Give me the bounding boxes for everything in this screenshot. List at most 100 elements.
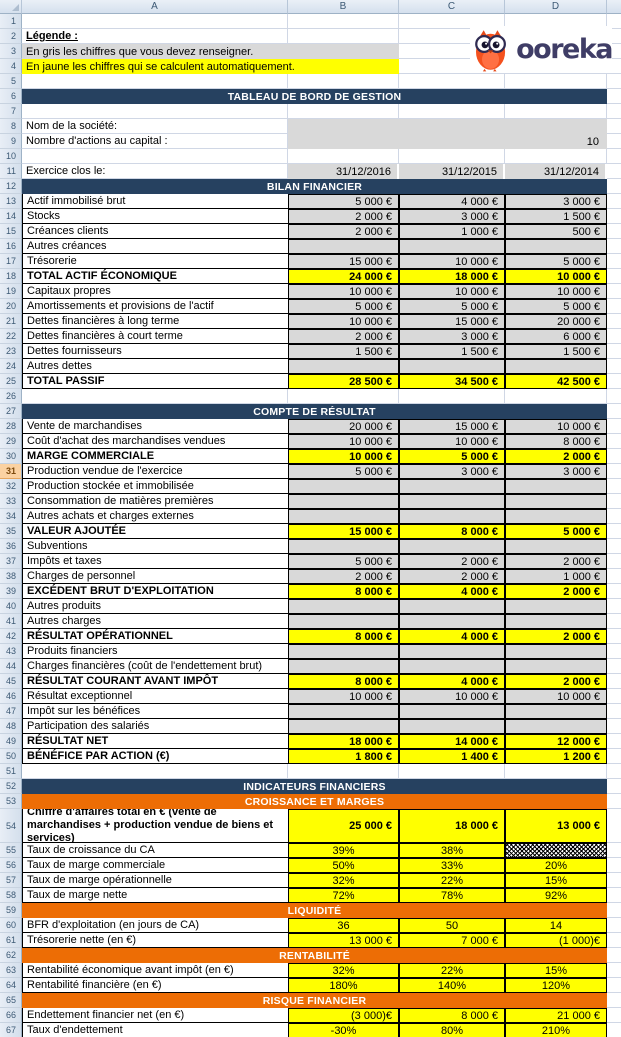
- cell-B63[interactable]: 32%: [288, 963, 399, 978]
- row-header-23[interactable]: 23: [0, 344, 22, 359]
- cell-D36[interactable]: [505, 539, 607, 554]
- cell-D51[interactable]: [505, 764, 607, 779]
- row-header-9[interactable]: 9: [0, 134, 22, 149]
- cell-D16[interactable]: [505, 239, 607, 254]
- cell-D34[interactable]: [505, 509, 607, 524]
- cell-B22[interactable]: 2 000 €: [288, 329, 399, 344]
- cell-D29[interactable]: 8 000 €: [505, 434, 607, 449]
- cell-C40[interactable]: [399, 599, 505, 614]
- cell-C58[interactable]: 78%: [399, 888, 505, 903]
- cell-D20[interactable]: 5 000 €: [505, 299, 607, 314]
- cell-A49[interactable]: RÉSULTAT NET: [22, 734, 288, 749]
- row-header-61[interactable]: 61: [0, 933, 22, 948]
- cell-A58[interactable]: Taux de marge nette: [22, 888, 288, 903]
- cell-D55[interactable]: [505, 843, 607, 858]
- row-header-26[interactable]: 26: [0, 389, 22, 404]
- cell-C45[interactable]: 4 000 €: [399, 674, 505, 689]
- cell-B23[interactable]: 1 500 €: [288, 344, 399, 359]
- cell-B31[interactable]: 5 000 €: [288, 464, 399, 479]
- cell-D44[interactable]: [505, 659, 607, 674]
- cell-D32[interactable]: [505, 479, 607, 494]
- cell-C22[interactable]: 3 000 €: [399, 329, 505, 344]
- select-all-corner[interactable]: [0, 0, 22, 14]
- cell-C1[interactable]: [399, 14, 505, 29]
- row-header-3[interactable]: 3: [0, 44, 22, 59]
- cell-D56[interactable]: 20%: [505, 858, 607, 873]
- cell-D30[interactable]: 2 000 €: [505, 449, 607, 464]
- cell-D45[interactable]: 2 000 €: [505, 674, 607, 689]
- cell-D57[interactable]: 15%: [505, 873, 607, 888]
- row-header-12[interactable]: 12: [0, 179, 22, 194]
- row-header-56[interactable]: 56: [0, 858, 22, 873]
- cell-B19[interactable]: 10 000 €: [288, 284, 399, 299]
- cell-A51[interactable]: [22, 764, 288, 779]
- cell-C23[interactable]: 1 500 €: [399, 344, 505, 359]
- cell-C29[interactable]: 10 000 €: [399, 434, 505, 449]
- row-header-59[interactable]: 59: [0, 903, 22, 918]
- row-header-36[interactable]: 36: [0, 539, 22, 554]
- cell-B50[interactable]: 1 800 €: [288, 749, 399, 764]
- cell-A2[interactable]: Légende :: [22, 29, 288, 44]
- cell-C28[interactable]: 15 000 €: [399, 419, 505, 434]
- cell-A45[interactable]: RÉSULTAT COURANT AVANT IMPÔT: [22, 674, 288, 689]
- row-header-11[interactable]: 11: [0, 164, 22, 179]
- cell-D31[interactable]: 3 000 €: [505, 464, 607, 479]
- row-header-1[interactable]: 1: [0, 14, 22, 29]
- cell-D47[interactable]: [505, 704, 607, 719]
- row-header-8[interactable]: 8: [0, 119, 22, 134]
- cell-A20[interactable]: Amortissements et provisions de l'actif: [22, 299, 288, 314]
- cell-A10[interactable]: [22, 149, 288, 164]
- cell-B38[interactable]: 2 000 €: [288, 569, 399, 584]
- cell-B60[interactable]: 36: [288, 918, 399, 933]
- cell-D10[interactable]: [505, 149, 607, 164]
- cell-B29[interactable]: 10 000 €: [288, 434, 399, 449]
- section-banner-row-52[interactable]: INDICATEURS FINANCIERS: [22, 779, 607, 794]
- cell-A24[interactable]: Autres dettes: [22, 359, 288, 374]
- cell-B1[interactable]: [288, 14, 399, 29]
- cell-D67[interactable]: 210%: [505, 1023, 607, 1037]
- row-header-28[interactable]: 28: [0, 419, 22, 434]
- cell-B42[interactable]: 8 000 €: [288, 629, 399, 644]
- cell-C67[interactable]: 80%: [399, 1023, 505, 1037]
- cell-C34[interactable]: [399, 509, 505, 524]
- cell-D26[interactable]: [505, 389, 607, 404]
- cell-D21[interactable]: 20 000 €: [505, 314, 607, 329]
- cell-A11[interactable]: Exercice clos le:: [22, 164, 288, 179]
- cell-C31[interactable]: 3 000 €: [399, 464, 505, 479]
- cell-B10[interactable]: [288, 149, 399, 164]
- cell-B24[interactable]: [288, 359, 399, 374]
- cell-B41[interactable]: [288, 614, 399, 629]
- cell-B44[interactable]: [288, 659, 399, 674]
- column-header-B[interactable]: B: [288, 0, 399, 14]
- cell-C5[interactable]: [399, 74, 505, 89]
- row-header-54[interactable]: 54: [0, 809, 22, 843]
- cell-A34[interactable]: Autres achats et charges externes: [22, 509, 288, 524]
- row-header-40[interactable]: 40: [0, 599, 22, 614]
- cell-B32[interactable]: [288, 479, 399, 494]
- row-header-41[interactable]: 41: [0, 614, 22, 629]
- cell-B39[interactable]: 8 000 €: [288, 584, 399, 599]
- cell-B16[interactable]: [288, 239, 399, 254]
- cell-B36[interactable]: [288, 539, 399, 554]
- section-banner-row-65[interactable]: RISQUE FINANCIER: [22, 993, 607, 1008]
- cell-C33[interactable]: [399, 494, 505, 509]
- cell-D54[interactable]: 13 000 €: [505, 809, 607, 843]
- cell-A19[interactable]: Capitaux propres: [22, 284, 288, 299]
- cell-A44[interactable]: Charges financières (coût de l'endetteme…: [22, 659, 288, 674]
- cell-D49[interactable]: 12 000 €: [505, 734, 607, 749]
- row-header-14[interactable]: 14: [0, 209, 22, 224]
- legend-yellow-cell[interactable]: En jaune les chiffres qui se calculent a…: [22, 59, 399, 74]
- cell-A25[interactable]: TOTAL PASSIF: [22, 374, 288, 389]
- cell-A22[interactable]: Dettes financières à court terme: [22, 329, 288, 344]
- cell-C64[interactable]: 140%: [399, 978, 505, 993]
- cell-B8[interactable]: [288, 119, 607, 134]
- cell-A7[interactable]: [22, 104, 288, 119]
- cell-B66[interactable]: (3 000)€: [288, 1008, 399, 1023]
- cell-B20[interactable]: 5 000 €: [288, 299, 399, 314]
- row-header-19[interactable]: 19: [0, 284, 22, 299]
- cell-B51[interactable]: [288, 764, 399, 779]
- cell-A57[interactable]: Taux de marge opérationnelle: [22, 873, 288, 888]
- row-header-15[interactable]: 15: [0, 224, 22, 239]
- row-header-60[interactable]: 60: [0, 918, 22, 933]
- cell-D40[interactable]: [505, 599, 607, 614]
